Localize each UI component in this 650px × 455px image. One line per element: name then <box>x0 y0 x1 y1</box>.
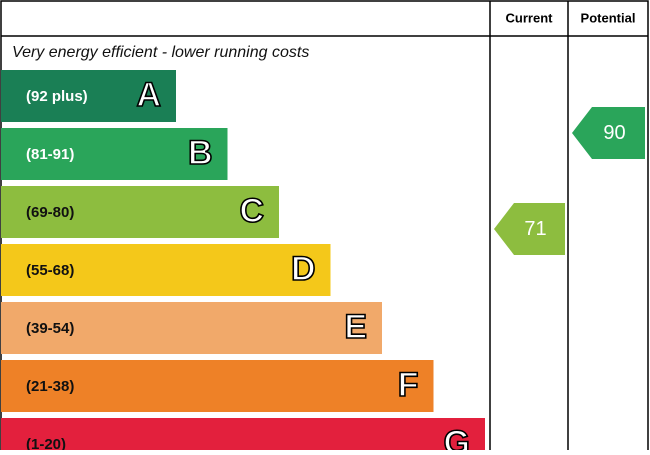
band-letter: A <box>136 76 161 114</box>
band-letter: B <box>188 134 213 172</box>
band-letter: D <box>291 250 316 288</box>
band-letter: C <box>239 192 264 230</box>
band-letter: F <box>398 366 419 404</box>
band-range: (92 plus) <box>26 88 88 105</box>
rating-arrow <box>572 106 645 159</box>
band-range: (81-91) <box>26 146 74 163</box>
band-letter: E <box>344 308 367 346</box>
rating-arrow <box>494 202 565 255</box>
band-range: (21-38) <box>26 378 74 395</box>
rating-value: 71 <box>524 218 546 240</box>
band-bar <box>1 128 228 180</box>
band-bar <box>1 418 485 455</box>
band-bar <box>1 70 176 122</box>
top-label: Very energy efficient - lower running co… <box>12 44 309 61</box>
rating-value: 90 <box>603 122 625 144</box>
band-letter: G <box>444 424 470 450</box>
band-bar <box>1 302 382 354</box>
band-range: (69-80) <box>26 204 74 221</box>
band-range: (39-54) <box>26 320 74 337</box>
band-range: (1-20) <box>26 436 66 450</box>
band-range: (55-68) <box>26 262 74 279</box>
band-bar <box>1 244 331 296</box>
band-bar <box>1 186 279 238</box>
column-header: Current <box>506 10 554 25</box>
column-header: Potential <box>581 10 636 25</box>
band-bar <box>1 360 434 412</box>
